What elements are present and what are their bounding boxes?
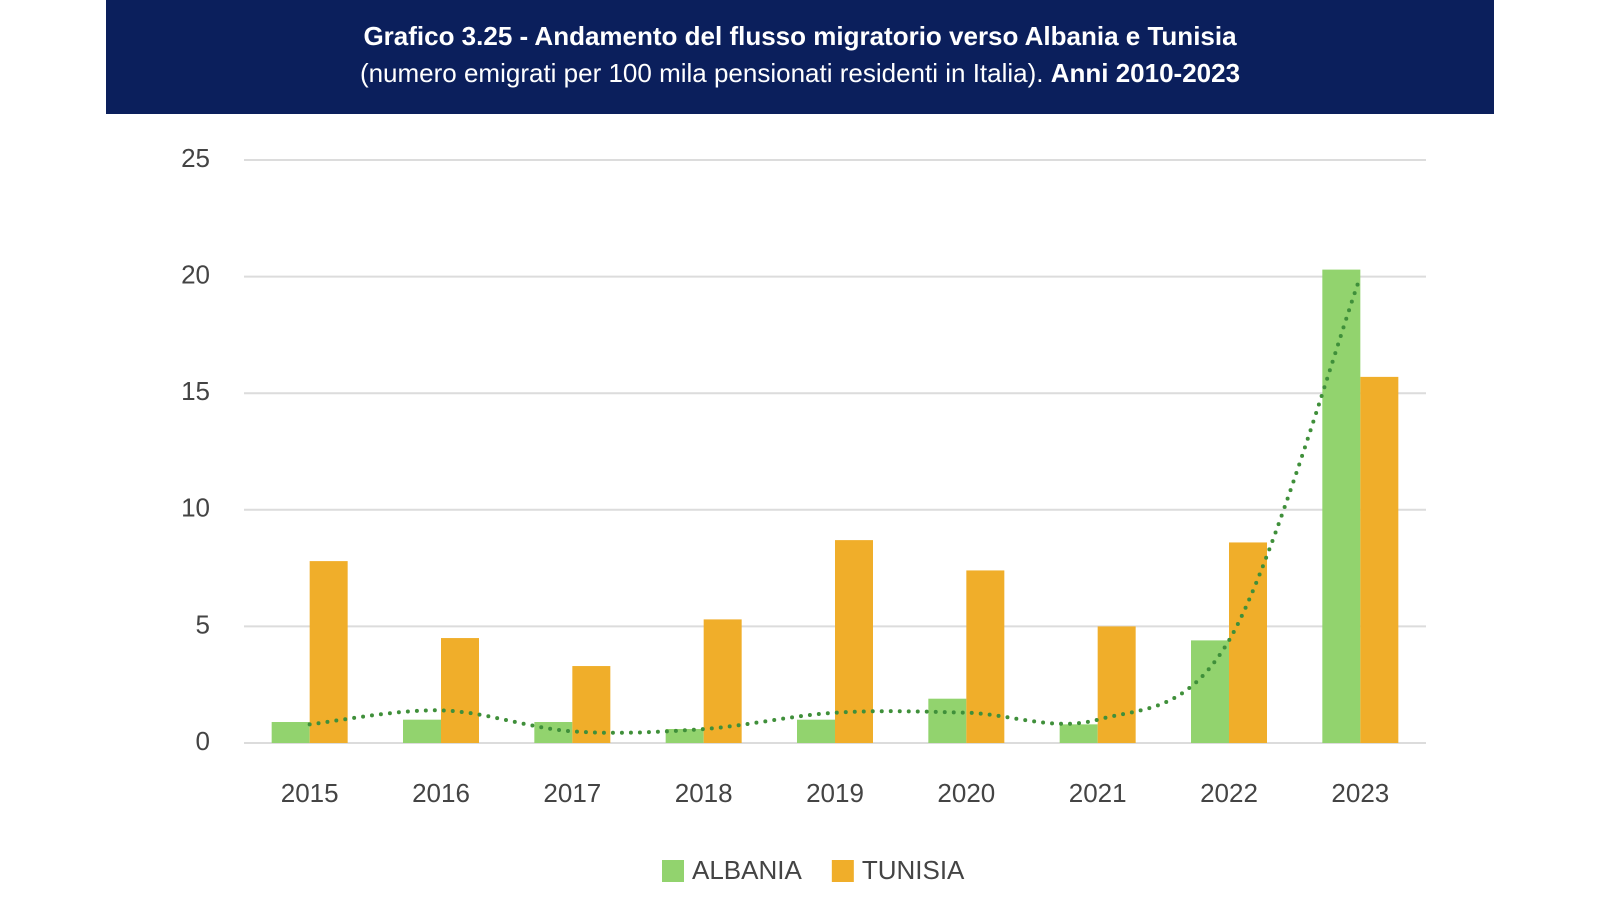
bar [403,719,441,743]
x-tick-label: 2018 [675,778,733,808]
x-tick-label: 2017 [543,778,601,808]
bar [1191,640,1229,743]
x-tick-label: 2022 [1200,778,1258,808]
bar [1097,626,1136,743]
chart-subtitle: (numero emigrati per 100 mila pensionati… [360,58,1240,88]
legend-swatch [662,860,684,882]
bar [309,561,348,743]
bar [271,722,310,743]
y-tick-label: 10 [181,493,210,523]
bar [928,698,967,743]
x-tick-label: 2019 [806,778,864,808]
x-tick-label: 2020 [937,778,995,808]
x-tick-label: 2021 [1069,778,1127,808]
bar [797,719,835,743]
trend-line [307,274,1363,735]
bar [1059,724,1098,743]
x-tick-label: 2015 [281,778,339,808]
legend-label: ALBANIA [692,855,802,885]
y-tick-label: 25 [181,143,210,173]
header-band [106,0,1494,114]
y-tick-label: 20 [181,259,210,289]
x-tick-label: 2023 [1331,778,1389,808]
bar [835,540,873,743]
subtitle: (numero emigrati per 100 mila pensionati… [360,58,1044,88]
bar [572,666,611,743]
legend-swatch [831,860,854,882]
bar [441,638,479,743]
bar [1322,269,1361,743]
bar [703,619,742,743]
y-tick-label: 5 [196,609,210,639]
subtitle-bold: Anni 2010-2023 [1051,58,1240,88]
x-tick-label: 2016 [412,778,470,808]
chart-title: Grafico 3.25 - Andamento del flusso migr… [363,21,1237,51]
bar [1229,542,1267,743]
bar [534,722,573,743]
legend-label: TUNISIA [862,855,965,885]
bar [1360,376,1399,743]
y-tick-label: 0 [196,726,210,756]
y-tick-label: 15 [181,376,210,406]
